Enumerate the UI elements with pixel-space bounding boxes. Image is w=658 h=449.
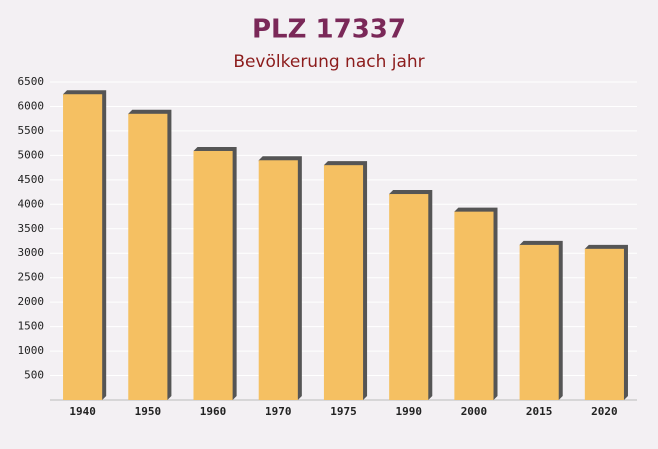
y-tick-label: 6500 — [18, 75, 45, 88]
chart-subtitle: Bevölkerung nach jahr — [233, 52, 424, 72]
bar — [128, 113, 168, 401]
y-tick-label: 3000 — [18, 246, 45, 259]
y-tick-label: 4500 — [18, 173, 45, 186]
x-tick-label: 2000 — [461, 405, 488, 418]
y-tick-label: 1000 — [18, 344, 45, 357]
y-tick-label: 2500 — [18, 271, 45, 284]
x-tick-label: 1970 — [265, 405, 292, 418]
y-tick-label: 500 — [24, 369, 44, 382]
x-tick-label: 2015 — [526, 405, 553, 418]
y-tick-label: 1500 — [18, 320, 45, 333]
bar — [584, 248, 624, 400]
x-tick-label: 1990 — [395, 405, 422, 418]
y-tick-label: 6000 — [18, 99, 45, 112]
chart-title: PLZ 17337 — [252, 15, 406, 45]
x-tick-label: 1940 — [69, 405, 96, 418]
bar — [258, 160, 298, 400]
x-tick-label: 1975 — [330, 405, 357, 418]
y-tick-label: 5500 — [18, 124, 45, 137]
bar — [63, 94, 103, 400]
x-tick-label: 1960 — [200, 405, 227, 418]
y-tick-label: 4000 — [18, 197, 45, 210]
x-tick-label: 1950 — [135, 405, 162, 418]
y-tick-label: 2000 — [18, 295, 45, 308]
y-tick-label: 3500 — [18, 222, 45, 235]
y-tick-label: 5000 — [18, 148, 45, 161]
x-tick-label: 2020 — [591, 405, 618, 418]
bar — [389, 194, 429, 400]
bar — [519, 244, 559, 400]
bar — [193, 150, 233, 400]
bar — [454, 211, 494, 400]
bar — [323, 165, 364, 400]
